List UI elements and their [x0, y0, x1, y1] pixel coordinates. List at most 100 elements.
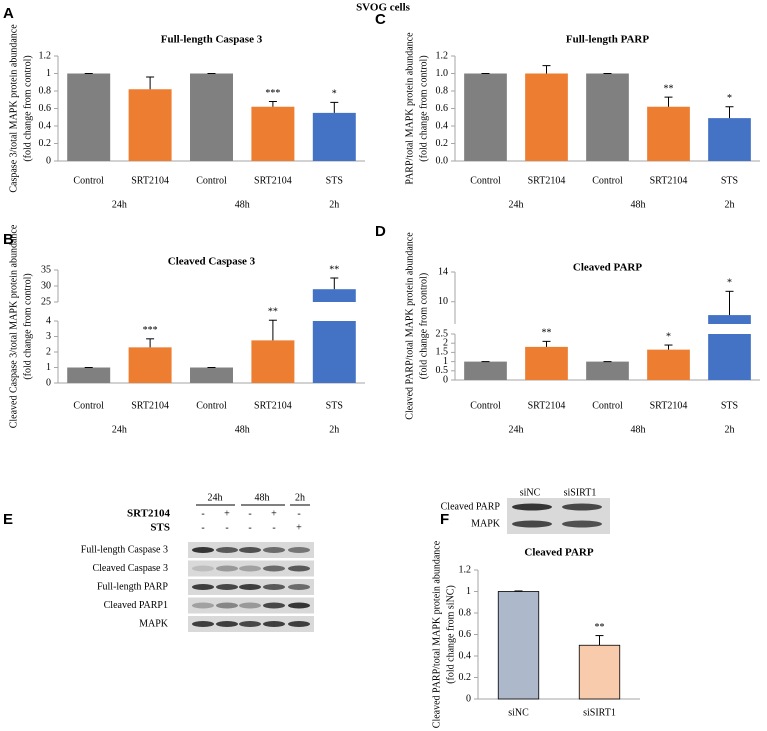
x-tick-label: SRT2104	[528, 175, 566, 186]
y-tick-label: 10	[438, 296, 448, 307]
group-label: 2h	[725, 424, 735, 435]
treatment-label: STS	[150, 522, 170, 534]
treatment-sign: -	[225, 522, 228, 533]
bar	[497, 591, 540, 700]
y-axis-label: (fold change from control)	[22, 273, 33, 379]
bar	[647, 106, 690, 161]
y-axis-label: (fold change from control)	[418, 273, 429, 379]
treatment-sign: -	[201, 522, 204, 533]
bar	[586, 361, 629, 380]
group-label: 2h	[329, 424, 339, 435]
x-tick-label: Control	[196, 175, 227, 186]
group-label: 24h	[509, 199, 524, 210]
y-tick-label: 0.4	[39, 120, 52, 131]
blot-band	[192, 602, 214, 609]
y-tick-label: 0.8	[459, 607, 472, 618]
blot-band	[216, 584, 238, 590]
y-tick-label: 0	[443, 374, 448, 385]
y-tick-label: 4	[46, 315, 51, 326]
y-axis-label: PARP/total MAPK protein abundance	[404, 32, 415, 185]
y-tick-label: 0.6	[459, 629, 472, 640]
bar	[525, 346, 568, 380]
y-tick-label: 2	[46, 346, 51, 357]
treatment-label: SRT2104	[127, 508, 171, 520]
blot-band	[288, 565, 310, 572]
significance: *	[727, 93, 732, 104]
treatment-sign: -	[248, 508, 251, 519]
blot-band	[263, 621, 285, 627]
y-tick-label: 35	[41, 264, 51, 275]
x-tick-label: Control	[196, 400, 227, 411]
bar	[586, 73, 629, 161]
y-tick-label: 2	[443, 337, 448, 348]
y-tick-label: 1.0	[436, 68, 449, 79]
blot-band	[239, 602, 261, 609]
group-label: 48h	[235, 424, 250, 435]
significance: **	[664, 83, 674, 94]
blot-band	[239, 621, 261, 627]
x-tick-label: siSIRT1	[583, 707, 616, 718]
blot-band	[512, 520, 552, 528]
y-tick-label: 1	[46, 68, 51, 79]
x-tick-label: STS	[326, 175, 343, 186]
blot-band	[288, 547, 310, 553]
blot-strip	[188, 560, 314, 577]
lane-label: siSIRT1	[564, 487, 597, 498]
y-tick-label: 25	[41, 296, 51, 307]
bar	[190, 73, 233, 161]
panel-letter: D	[375, 223, 386, 240]
y-tick-label: 0.2	[459, 672, 472, 683]
y-tick-label: 2.5	[436, 328, 449, 339]
significance: *	[727, 278, 732, 289]
bar	[312, 112, 356, 161]
significance: *	[666, 331, 671, 342]
x-tick-label: Control	[592, 400, 623, 411]
group-label: 48h	[235, 199, 250, 210]
blot-band	[192, 621, 214, 627]
y-tick-label: 1.2	[436, 50, 449, 61]
bar	[464, 361, 507, 380]
figure-title: SVOG cells	[356, 2, 411, 14]
y-axis-label: Cleaved Caspase 3/total MAPK protein abu…	[8, 224, 19, 428]
y-tick-label: 0.5	[436, 365, 449, 376]
x-tick-label: siNC	[508, 707, 529, 718]
blot-band	[216, 602, 238, 609]
blot-band	[263, 584, 285, 590]
bar	[251, 340, 295, 383]
chart-title: Cleaved PARP	[573, 262, 642, 274]
x-tick-label: SRT2104	[131, 400, 169, 411]
blot-band	[216, 621, 238, 627]
chart-title: Full-length PARP	[566, 34, 649, 46]
blot-row-label: Cleaved PARP1	[104, 600, 168, 611]
significance: **	[268, 307, 278, 318]
blot-band	[216, 547, 238, 553]
significance: **	[542, 328, 552, 339]
y-axis-label: (fold change from control)	[22, 55, 33, 161]
panel-letter: B	[3, 231, 14, 248]
blot-row-label: MAPK	[471, 518, 501, 529]
y-tick-label: 1.2	[459, 564, 472, 575]
x-tick-label: SRT2104	[254, 400, 292, 411]
x-tick-label: Control	[592, 175, 623, 186]
blot-band	[239, 547, 261, 553]
y-tick-label: 0.8	[436, 85, 449, 96]
treatment-sign: -	[297, 508, 300, 519]
significance: *	[332, 89, 337, 100]
y-tick-label: 3	[46, 331, 51, 342]
y-tick-label: 1	[466, 586, 471, 597]
group-label: 2h	[329, 199, 339, 210]
panel-letter: A	[3, 5, 14, 22]
bar	[464, 73, 507, 161]
blot-band	[263, 547, 285, 553]
treatment-sign: -	[201, 508, 204, 519]
group-label: 2h	[725, 199, 735, 210]
y-axis-label: (fold change from siNC)	[445, 585, 456, 684]
blot-band	[562, 503, 602, 511]
bar	[67, 73, 111, 161]
y-tick-label: 0.6	[436, 103, 449, 114]
treatment-sign: -	[272, 522, 275, 533]
y-tick-label: 1.5	[436, 347, 449, 358]
x-tick-label: STS	[721, 400, 738, 411]
blot-band	[263, 602, 285, 609]
blot-band	[192, 547, 214, 553]
